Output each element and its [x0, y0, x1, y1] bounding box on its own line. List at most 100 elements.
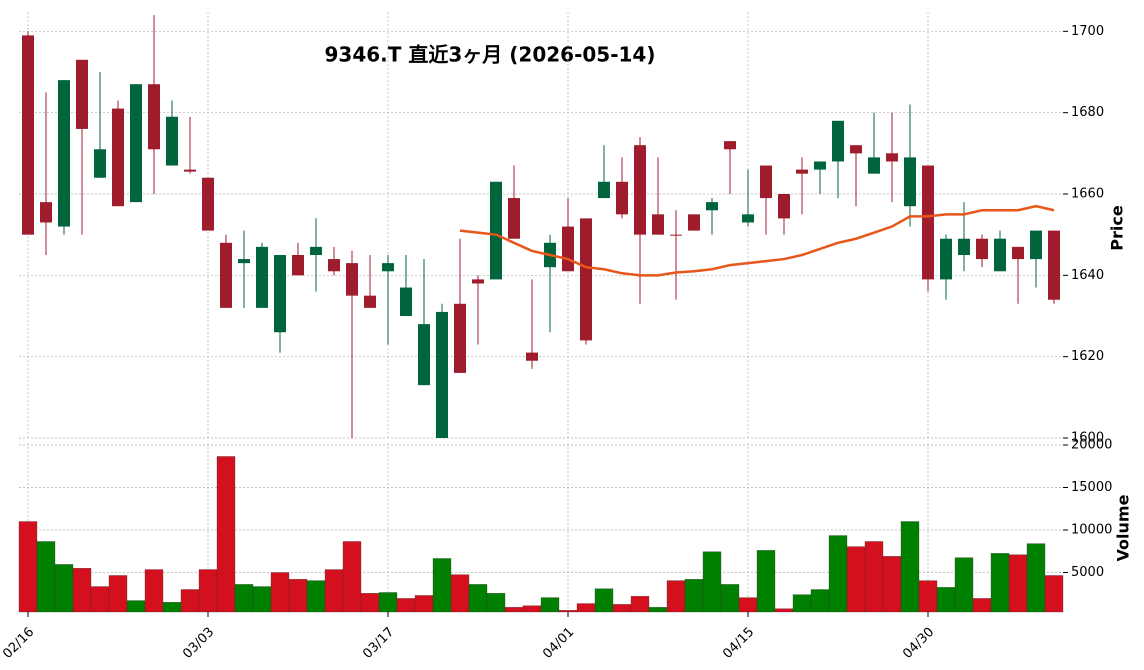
- candle-body: [562, 226, 574, 272]
- candle-body: [382, 263, 394, 272]
- candle-body: [328, 259, 340, 272]
- candle-body: [958, 238, 970, 255]
- y-tick-label: 1620: [1071, 349, 1104, 364]
- volume-bar: [720, 584, 740, 613]
- volume-bar: [954, 557, 974, 613]
- volume-bar: [270, 572, 290, 613]
- candle-body: [238, 259, 250, 264]
- y-axis-label: Price: [1108, 205, 1127, 251]
- candle-body: [346, 263, 358, 296]
- volume-bar: [882, 556, 902, 613]
- volume-bar: [486, 593, 506, 613]
- candle-body: [724, 141, 736, 150]
- volume-bar: [1008, 554, 1028, 613]
- volume-bar: [324, 569, 344, 613]
- candle-body: [1012, 246, 1024, 260]
- candle-body: [796, 169, 808, 174]
- y-tick-label: 1600: [1071, 431, 1104, 446]
- candle-body: [706, 202, 718, 211]
- volume-bar: [342, 541, 362, 613]
- volume-bar: [54, 564, 74, 613]
- volume-bar: [144, 569, 164, 613]
- chart-title: 9346.T 直近3ヶ月 (2026-05-14): [325, 43, 656, 67]
- y-tick-label: 1660: [1071, 187, 1104, 202]
- candle-body: [922, 165, 934, 280]
- candle-body: [508, 198, 520, 239]
- volume-bar: [234, 584, 254, 613]
- volume-bar: [216, 456, 236, 613]
- volume-bar: [360, 593, 380, 613]
- candle-body: [688, 214, 700, 231]
- x-tick-label: 04/15: [720, 625, 757, 662]
- candle-body: [112, 108, 124, 207]
- volume-bar: [108, 575, 128, 613]
- volume-bar: [774, 608, 794, 613]
- volume-bar: [666, 580, 686, 613]
- volume-bar: [432, 558, 452, 613]
- volume-bar: [576, 603, 596, 613]
- volume-bar: [252, 586, 272, 613]
- volume-bar: [936, 587, 956, 613]
- candle-body: [760, 165, 772, 199]
- candle-body: [256, 246, 268, 308]
- candle-body: [850, 145, 862, 154]
- y-tick-label: 1700: [1071, 24, 1104, 39]
- volume-bar: [126, 600, 146, 613]
- candle-body: [364, 295, 376, 308]
- candle-body: [40, 202, 52, 223]
- moving-average-line: [459, 204, 1055, 277]
- volume-bar: [558, 610, 578, 613]
- candle-body: [670, 234, 682, 236]
- candle-body: [580, 218, 592, 341]
- volume-bar: [900, 521, 920, 613]
- candle-body: [886, 153, 898, 162]
- candle-body: [940, 238, 952, 280]
- candle-body: [22, 35, 34, 235]
- candle-body: [310, 246, 322, 255]
- candle-body: [292, 255, 304, 276]
- volume-bar: [162, 602, 182, 613]
- volume-tick-label: 10000: [1071, 523, 1112, 538]
- volume-bar: [540, 597, 560, 613]
- volume-bar: [630, 596, 650, 613]
- x-tick-label: 02/16: [0, 625, 37, 662]
- candle-body: [130, 84, 142, 203]
- x-tick-label: 04/30: [900, 625, 937, 662]
- candle-body: [202, 177, 214, 231]
- volume-bar: [468, 584, 488, 613]
- candle-body: [184, 169, 196, 172]
- y-tick-label: 1640: [1071, 268, 1104, 283]
- candle-body: [526, 352, 538, 361]
- volume-bar: [846, 546, 866, 613]
- volume-bar: [522, 605, 542, 613]
- candle-body: [148, 84, 160, 150]
- candle-body: [598, 181, 610, 199]
- candle-body: [58, 80, 70, 227]
- candle-body: [634, 145, 646, 235]
- volume-bar: [378, 592, 398, 613]
- x-tick-label: 04/01: [540, 625, 577, 662]
- candle-body: [994, 238, 1006, 272]
- x-tick-label: 03/03: [180, 625, 217, 662]
- volume-bar: [918, 580, 938, 613]
- volume-bar: [18, 521, 38, 613]
- candle-body: [94, 149, 106, 178]
- volume-bar: [1026, 543, 1046, 613]
- volume-bar: [594, 588, 614, 613]
- candle-body: [274, 255, 286, 333]
- volume-bar: [288, 579, 308, 613]
- candle-body: [814, 161, 826, 170]
- candle-body: [454, 303, 466, 373]
- candle-body: [976, 238, 988, 260]
- volume-bar: [828, 535, 848, 613]
- volume-bar: [396, 598, 416, 613]
- volume-tick-label: 20000: [1071, 438, 1112, 453]
- volume-bar: [306, 580, 326, 613]
- candle-body: [742, 214, 754, 223]
- volume-bar: [990, 553, 1010, 613]
- candle-body: [400, 287, 412, 316]
- candle-body: [1048, 230, 1060, 300]
- volume-bar: [864, 541, 884, 613]
- y-tick-label: 1680: [1071, 105, 1104, 120]
